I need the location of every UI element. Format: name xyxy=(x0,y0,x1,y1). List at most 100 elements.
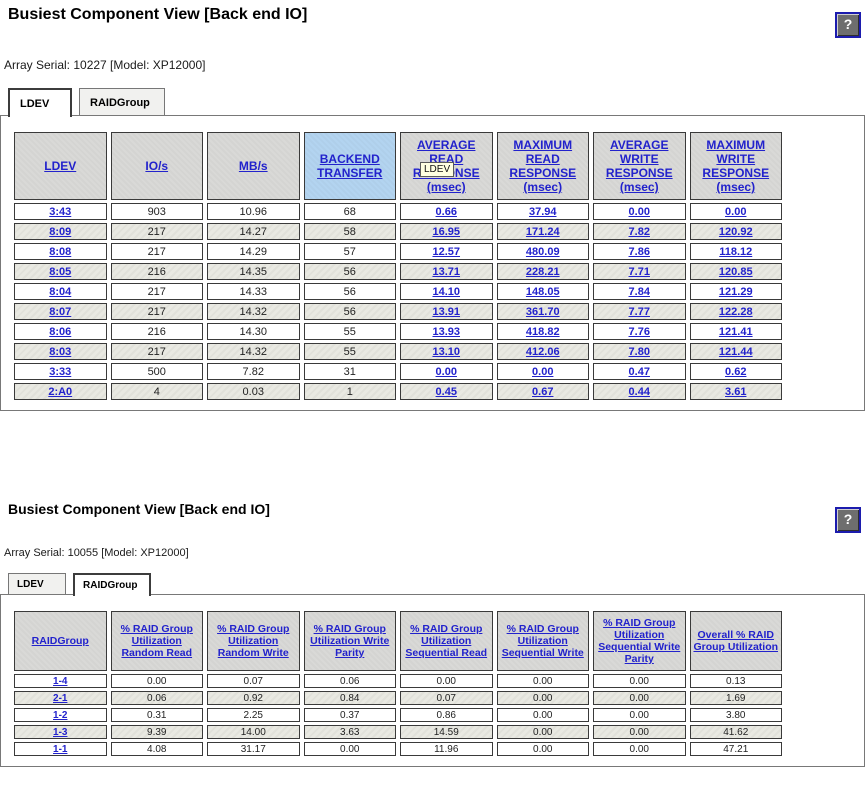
cell-link[interactable]: 120.85 xyxy=(689,263,782,280)
cell-link[interactable]: 361.70 xyxy=(496,303,589,320)
cell-link[interactable]: 13.93 xyxy=(400,323,493,340)
cell-link-text[interactable]: 7.82 xyxy=(628,225,650,238)
cell-link[interactable]: 1-4 xyxy=(14,674,107,688)
cell-link[interactable]: 7.84 xyxy=(593,283,686,300)
column-header-link[interactable]: % RAID Group Utilization Random Read xyxy=(120,623,193,659)
cell-link[interactable]: 121.41 xyxy=(689,323,782,340)
cell-link-text[interactable]: 0.62 xyxy=(725,365,747,378)
cell-link[interactable]: 122.28 xyxy=(689,303,782,320)
cell-link[interactable]: 0.67 xyxy=(496,383,589,400)
tab-raidgroup[interactable]: RAIDGroup xyxy=(73,573,152,596)
column-header[interactable]: Overall % RAID Group Utilization xyxy=(689,611,782,671)
cell-link[interactable]: 480.09 xyxy=(496,243,589,260)
cell-link-text[interactable]: 480.09 xyxy=(525,245,560,258)
cell-link-text[interactable]: 3.61 xyxy=(725,385,747,398)
cell-link-text[interactable]: 121.41 xyxy=(718,325,753,338)
cell-link[interactable]: 3.61 xyxy=(689,383,782,400)
cell-link-text[interactable]: 122.28 xyxy=(718,305,753,318)
cell-link-text[interactable]: 7.80 xyxy=(628,345,650,358)
cell-link[interactable]: 0.66 xyxy=(400,203,493,220)
cell-link-text[interactable]: 14.10 xyxy=(432,285,461,298)
cell-link[interactable]: 8:07 xyxy=(14,303,107,320)
cell-link[interactable]: 8:06 xyxy=(14,323,107,340)
column-header[interactable]: MB/s xyxy=(207,132,300,200)
cell-link[interactable]: 418.82 xyxy=(496,323,589,340)
cell-link-text[interactable]: 412.06 xyxy=(525,345,560,358)
cell-link[interactable]: 7.77 xyxy=(593,303,686,320)
cell-link-text[interactable]: 37.94 xyxy=(528,205,557,218)
cell-link-text[interactable]: 7.84 xyxy=(628,285,650,298)
cell-link[interactable]: 1-1 xyxy=(14,742,107,756)
cell-link-text[interactable]: 120.85 xyxy=(718,265,753,278)
tab-ldev[interactable]: LDEV xyxy=(8,573,66,594)
column-header-link[interactable]: MAXIMUM WRITE RESPONSE (msec) xyxy=(702,138,770,194)
cell-link[interactable]: 118.12 xyxy=(689,243,782,260)
cell-link[interactable]: 37.94 xyxy=(496,203,589,220)
column-header[interactable]: IO/s xyxy=(110,132,203,200)
tab-ldev[interactable]: LDEV xyxy=(8,88,72,117)
cell-link[interactable]: 3:33 xyxy=(14,363,107,380)
cell-link-text[interactable]: 0.00 xyxy=(435,365,457,378)
cell-link[interactable]: 7.86 xyxy=(593,243,686,260)
cell-link[interactable]: 0.00 xyxy=(496,363,589,380)
cell-link-text[interactable]: 0.00 xyxy=(628,205,650,218)
cell-link-text[interactable]: 121.44 xyxy=(718,345,753,358)
cell-link-text[interactable]: 8:05 xyxy=(49,265,72,278)
cell-link[interactable]: 0.00 xyxy=(689,203,782,220)
cell-link[interactable]: 12.57 xyxy=(400,243,493,260)
column-header-link[interactable]: MB/s xyxy=(238,159,268,173)
cell-link[interactable]: 8:05 xyxy=(14,263,107,280)
cell-link-text[interactable]: 3:43 xyxy=(49,205,72,218)
cell-link-text[interactable]: 1-2 xyxy=(53,709,68,721)
cell-link-text[interactable]: 13.10 xyxy=(432,345,461,358)
cell-link[interactable]: 16.95 xyxy=(400,223,493,240)
cell-link-text[interactable]: 12.57 xyxy=(432,245,461,258)
cell-link[interactable]: 0.44 xyxy=(593,383,686,400)
column-header-link[interactable]: % RAID Group Utilization Write Parity xyxy=(310,623,390,659)
cell-link[interactable]: 7.80 xyxy=(593,343,686,360)
column-header-link[interactable]: RAIDGroup xyxy=(31,635,89,647)
column-header-link[interactable]: BACKEND TRANSFER xyxy=(317,152,383,180)
cell-link[interactable]: 8:08 xyxy=(14,243,107,260)
cell-link[interactable]: 0.62 xyxy=(689,363,782,380)
column-header[interactable]: % RAID Group Utilization Random Read xyxy=(110,611,203,671)
column-header[interactable]: LDEV xyxy=(14,132,107,200)
cell-link[interactable]: 13.91 xyxy=(400,303,493,320)
column-header[interactable]: % RAID Group Utilization Sequential Writ… xyxy=(593,611,686,671)
cell-link-text[interactable]: 7.86 xyxy=(628,245,650,258)
cell-link[interactable]: 8:04 xyxy=(14,283,107,300)
cell-link-text[interactable]: 3:33 xyxy=(49,365,72,378)
column-header[interactable]: AVERAGE WRITE RESPONSE (msec) xyxy=(593,132,686,200)
cell-link-text[interactable]: 118.12 xyxy=(719,245,753,258)
column-header-link[interactable]: IO/s xyxy=(145,159,169,173)
cell-link-text[interactable]: 0.47 xyxy=(628,365,650,378)
cell-link[interactable]: 13.10 xyxy=(400,343,493,360)
column-header-link[interactable]: LDEV xyxy=(44,159,77,173)
cell-link-text[interactable]: 0.00 xyxy=(725,205,747,218)
column-header[interactable]: % RAID Group Utilization Sequential Writ… xyxy=(496,611,589,671)
column-header[interactable]: MAXIMUM READ RESPONSE (msec) xyxy=(496,132,589,200)
cell-link[interactable]: 120.92 xyxy=(689,223,782,240)
cell-link-text[interactable]: 0.00 xyxy=(532,365,554,378)
column-header[interactable]: % RAID Group Utilization Write Parity xyxy=(303,611,396,671)
cell-link-text[interactable]: 418.82 xyxy=(525,325,560,338)
cell-link[interactable]: 171.24 xyxy=(496,223,589,240)
cell-link[interactable]: 7.76 xyxy=(593,323,686,340)
cell-link-text[interactable]: 8:03 xyxy=(49,345,72,358)
column-header[interactable]: MAXIMUM WRITE RESPONSE (msec) xyxy=(689,132,782,200)
cell-link-text[interactable]: 0.66 xyxy=(435,205,457,218)
cell-link-text[interactable]: 2:A0 xyxy=(48,385,73,398)
cell-link-text[interactable]: 8:08 xyxy=(49,245,72,258)
column-header-link[interactable]: MAXIMUM READ RESPONSE (msec) xyxy=(509,138,577,194)
cell-link-text[interactable]: 8:04 xyxy=(49,285,72,298)
cell-link[interactable]: 0.00 xyxy=(593,203,686,220)
cell-link-text[interactable]: 120.92 xyxy=(718,225,753,238)
cell-link-text[interactable]: 228.21 xyxy=(525,265,560,278)
cell-link-text[interactable]: 13.91 xyxy=(432,305,461,318)
column-header[interactable]: % RAID Group Utilization Sequential Read xyxy=(400,611,493,671)
cell-link-text[interactable]: 1-3 xyxy=(53,726,68,738)
cell-link[interactable]: 148.05 xyxy=(496,283,589,300)
cell-link[interactable]: 1-3 xyxy=(14,725,107,739)
tab-raidgroup[interactable]: RAIDGroup xyxy=(79,88,165,115)
cell-link-text[interactable]: 0.67 xyxy=(532,385,554,398)
